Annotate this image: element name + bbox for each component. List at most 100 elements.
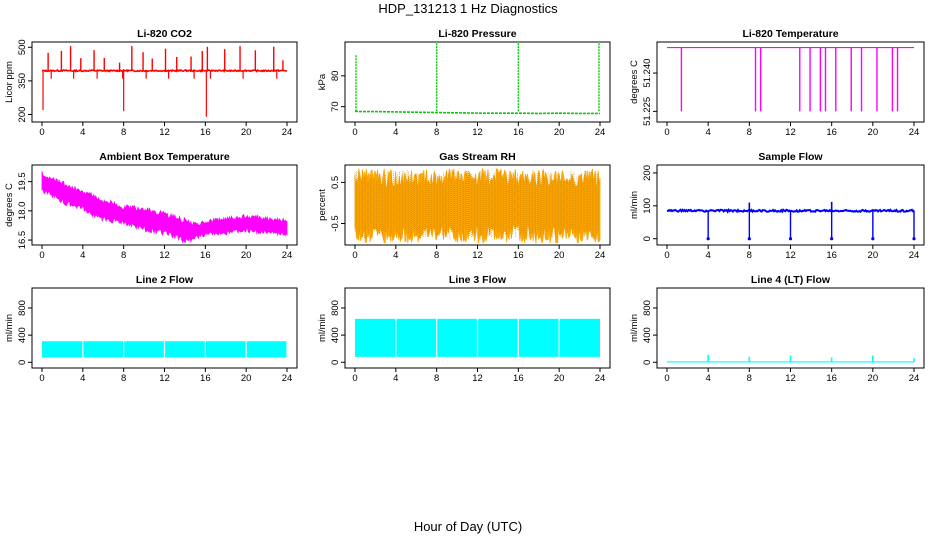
x-axis: 0 4 8 12 16 20 24 [39, 244, 293, 261]
x-tick-label: 12 [472, 373, 483, 384]
y-tick-label: 0 [330, 360, 341, 365]
data-layer [41, 171, 288, 244]
data-layer [667, 354, 915, 363]
data-layer [667, 46, 914, 112]
y-tick-label: 500 [17, 39, 28, 55]
x-tick-label: 16 [826, 250, 837, 261]
x-tick-label: 8 [747, 373, 752, 384]
x-tick-label: 20 [868, 250, 879, 261]
x-tick-label: 16 [513, 250, 524, 261]
y-axis-label: ml/min [629, 191, 640, 219]
x-tick-label: 24 [595, 127, 606, 138]
figure-xlabel: Hour of Day (UTC) [414, 519, 522, 534]
x-tick-label: 8 [747, 250, 752, 261]
sample-flow-point [706, 237, 710, 241]
data-layer [355, 318, 600, 357]
y-tick-label: 0.5 [330, 176, 341, 189]
panel-title: Gas Stream RH [439, 151, 515, 163]
y-tick-label: -0.5 [330, 215, 341, 231]
y-axis: 0 400 800 [330, 300, 346, 365]
y-axis: 70 80 [330, 71, 346, 112]
chart-panel-4: Ambient Box Temperature 0 4 8 12 16 20 24 16.5 18… [4, 151, 298, 261]
x-tick-label: 4 [393, 127, 398, 138]
x-tick-label: 16 [826, 127, 837, 138]
x-tick-label: 20 [554, 250, 565, 261]
panel-title: Line 4 (LT) Flow [751, 274, 831, 286]
panel-title: Line 2 Flow [136, 274, 194, 286]
x-tick-label: 0 [39, 127, 44, 138]
y-tick-label: 800 [642, 300, 653, 316]
data-layer [354, 42, 600, 115]
x-tick-label: 12 [785, 250, 796, 261]
x-tick-label: 24 [909, 373, 920, 384]
x-tick-label: 8 [434, 250, 439, 261]
x-tick-label: 0 [352, 373, 357, 384]
sample-flow-point [871, 237, 875, 241]
y-axis-label: ml/min [317, 314, 328, 342]
data-layer [42, 341, 288, 358]
x-tick-label: 4 [706, 373, 711, 384]
x-axis: 0 4 8 12 16 20 24 [39, 121, 292, 138]
plot-frame [656, 41, 925, 123]
chart-panel-3: Li-820 Temperature 0 4 8 12 16 20 24 51.225 51.24… [629, 28, 925, 138]
x-tick-label: 20 [868, 127, 879, 138]
y-axis-label: percent [317, 189, 328, 221]
x-tick-label: 16 [513, 373, 524, 384]
y-axis-label: ml/min [4, 314, 15, 342]
co2-series-line [41, 68, 288, 73]
band-area [41, 171, 288, 244]
y-tick-label: 350 [17, 73, 28, 89]
x-tick-label: 16 [200, 250, 211, 261]
x-axis: 0 4 8 12 16 20 24 [664, 121, 919, 138]
x-tick-label: 12 [472, 127, 483, 138]
x-axis: 0 4 8 12 16 20 24 [352, 244, 605, 261]
x-tick-label: 12 [159, 127, 170, 138]
y-tick-label: 51.225 [642, 97, 653, 126]
data-layer [354, 167, 601, 245]
x-tick-label: 0 [664, 373, 669, 384]
x-tick-label: 0 [352, 250, 357, 261]
y-tick-label: 400 [330, 327, 341, 343]
y-tick-label: 200 [642, 165, 653, 181]
x-tick-label: 12 [785, 373, 796, 384]
y-tick-label: 100 [642, 198, 653, 214]
x-tick-label: 16 [513, 127, 524, 138]
sample-flow-point [747, 237, 751, 241]
x-axis: 0 4 8 12 16 20 24 [352, 121, 606, 138]
x-tick-label: 20 [241, 373, 252, 384]
x-tick-label: 24 [282, 250, 293, 261]
x-tick-label: 8 [121, 373, 126, 384]
x-tick-label: 20 [868, 373, 879, 384]
x-tick-label: 16 [200, 127, 211, 138]
y-tick-label: 51.240 [642, 59, 653, 88]
x-tick-label: 4 [80, 373, 85, 384]
panel-title: Line 3 Flow [449, 274, 507, 286]
x-tick-label: 12 [159, 373, 170, 384]
x-tick-label: 16 [200, 373, 211, 384]
x-tick-label: 4 [706, 127, 711, 138]
panel-title: Li-820 CO2 [137, 28, 192, 40]
x-tick-label: 20 [241, 250, 252, 261]
x-axis: 0 4 8 12 16 20 24 [352, 367, 605, 384]
x-tick-label: 16 [826, 373, 837, 384]
y-axis-label: ml/min [629, 314, 640, 342]
x-tick-label: 20 [554, 127, 565, 138]
y-tick-label: 70 [330, 101, 341, 112]
x-tick-label: 8 [434, 127, 439, 138]
y-tick-label: 0 [17, 360, 28, 365]
y-tick-label: 19.5 [17, 172, 28, 191]
x-tick-label: 12 [472, 250, 483, 261]
x-tick-label: 24 [909, 250, 920, 261]
y-tick-label: 0 [642, 360, 653, 365]
plot-frame [31, 41, 298, 123]
y-axis-label: degrees C [629, 60, 640, 104]
x-tick-label: 12 [785, 127, 796, 138]
x-axis: 0 4 8 12 16 20 24 [664, 244, 920, 261]
y-tick-label: 80 [330, 71, 341, 82]
x-tick-label: 0 [39, 250, 44, 261]
x-tick-label: 20 [241, 127, 252, 138]
